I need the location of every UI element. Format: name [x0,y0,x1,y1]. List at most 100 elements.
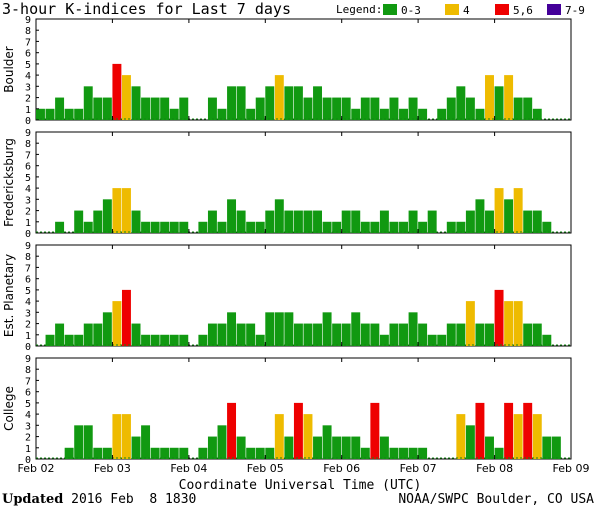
k-index-bar [542,436,552,459]
k-index-bar [303,210,313,233]
k-index-bar [351,436,361,459]
k-index-bar [446,323,456,346]
legend-item-4: 4 [445,4,470,17]
y-tick-label: 7 [25,263,31,274]
legend-item-7-9: 7-9 [547,4,585,17]
k-index-bar [236,323,246,346]
y-axis-label: Fredericksburg [2,138,16,227]
k-index-bar [217,425,227,459]
k-index-bar [427,334,437,346]
k-index-bar [513,301,523,346]
k-index-bar [418,323,428,346]
k-index-bar [74,210,84,233]
k-index-bar [303,323,313,346]
y-tick-label: 9 [25,241,31,252]
k-index-bar [341,436,351,459]
k-index-bar [284,86,294,120]
k-index-bar [418,447,428,459]
x-tick-label: Feb 05 [247,462,284,475]
k-index-bar [246,447,256,459]
k-index-bar [64,108,74,120]
k-index-bar [217,221,227,233]
x-tick-label: Feb 04 [170,462,207,475]
y-tick-label: 6 [25,388,31,399]
k-index-bar [102,447,112,459]
y-tick-label: 8 [25,26,31,37]
y-tick-label: 3 [25,308,31,319]
k-index-bar [494,289,504,346]
k-index-bar [45,108,55,120]
k-index-bar [485,75,494,120]
y-tick-label: 8 [25,252,31,263]
k-index-bar [74,425,84,459]
k-index-bar [456,323,466,346]
k-index-bar [227,199,237,233]
k-index-bar [513,414,523,459]
k-index-bar [456,86,466,120]
y-tick-label: 0 [25,116,31,127]
k-index-bar [150,334,160,346]
k-index-bar [485,436,494,459]
k-index-bar [399,323,408,346]
k-index-bar [102,97,112,120]
k-index-bar [322,312,332,346]
k-index-bar [399,108,408,120]
legend-swatch-red [495,4,509,15]
k-index-bar [523,97,533,120]
k-index-bar [74,108,84,120]
k-index-bar [93,323,103,346]
credit-text: NOAA/SWPC Boulder, CO USA [398,492,594,507]
y-axis-label: Boulder [2,46,16,93]
k-index-bar [504,75,514,120]
k-index-bar [102,199,112,233]
k-index-bar [93,97,103,120]
k-index-bar [313,323,322,346]
k-index-bar [93,447,103,459]
k-index-bar [370,402,380,459]
k-index-bar [169,334,179,346]
k-index-bar [437,108,447,120]
k-index-bar [246,323,256,346]
k-index-bar [293,323,303,346]
y-tick-label: 1 [25,218,31,229]
k-index-bar [360,97,370,120]
x-axis-label: Coordinate Universal Time (UTC) [178,478,422,493]
k-index-bar [150,447,160,459]
k-index-bar [274,312,284,346]
k-index-bar [341,97,351,120]
k-index-bar [83,86,93,120]
k-index-bar [293,402,303,459]
k-index-bar [293,86,303,120]
k-index-bar [198,334,208,346]
k-index-bar [150,97,160,120]
k-index-bar [255,447,265,459]
k-index-bar [408,312,418,346]
k-index-bar [55,221,65,233]
k-index-bar [532,323,542,346]
k-index-bar [513,97,523,120]
k-index-bar [83,425,93,459]
k-index-bar [408,447,418,459]
chart-title: 3-hour K-indices for Last 7 days [2,0,291,18]
k-index-bar [207,97,217,120]
y-axis-label: College [2,386,16,431]
k-index-bar [179,221,189,233]
k-index-bar [160,447,170,459]
k-index-bar [523,210,533,233]
k-index-bar [284,312,294,346]
k-index-bar [236,86,246,120]
k-index-bar [408,210,418,233]
k-index-bar [513,188,523,233]
k-index-bar [64,334,74,346]
y-tick-label: 7 [25,37,31,48]
updated-time: 2016 Feb 8 1830 [63,492,197,507]
k-index-bar [408,97,418,120]
k-index-bar [370,97,380,120]
k-index-bar [284,210,294,233]
k-index-bar [160,221,170,233]
y-tick-label: 1 [25,331,31,342]
x-tick-label: Feb 06 [323,462,360,475]
updated-label: Updated [2,492,64,507]
k-index-bar [485,323,494,346]
y-tick-label: 1 [25,444,31,455]
